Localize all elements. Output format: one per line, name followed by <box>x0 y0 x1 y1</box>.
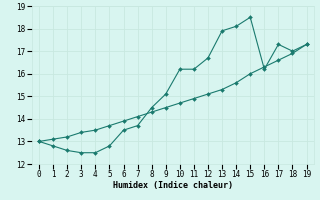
X-axis label: Humidex (Indice chaleur): Humidex (Indice chaleur) <box>113 181 233 190</box>
